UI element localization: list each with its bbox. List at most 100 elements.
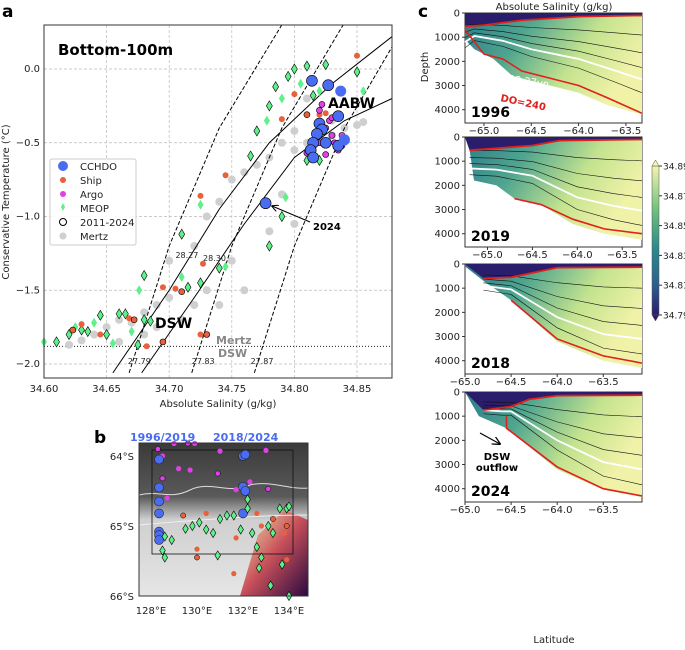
- isopycnal-28-27-line: [483, 284, 643, 340]
- isopycnal-label: 27.87: [251, 357, 274, 366]
- depth-tick-label: 1000: [435, 33, 460, 44]
- cchdo-point: [322, 79, 335, 92]
- map-meop-point: [265, 520, 272, 532]
- map-meop-point: [285, 501, 293, 512]
- depth-tick-label: 3000: [435, 332, 460, 343]
- depth-tick-label: 0: [454, 133, 460, 144]
- map-meop-point: [269, 527, 277, 539]
- meop-point: [197, 199, 204, 210]
- lat-tick-label: −65.0: [472, 250, 503, 261]
- depth-tick-label: 0: [454, 260, 460, 271]
- isopycnal-contour: [483, 413, 643, 486]
- meop-point: [222, 261, 229, 272]
- x-tick-label: 34.70: [155, 384, 184, 395]
- map-x-tick-label: 130°E: [182, 606, 212, 617]
- do-240-line: [514, 197, 643, 235]
- map-y-tick-label: 64°S: [110, 452, 134, 463]
- dsw-outflow-label: DSW outflow: [476, 452, 518, 474]
- do-240-surface-line: [464, 14, 643, 28]
- isopycnal-contour: [469, 163, 643, 198]
- meop-point: [297, 78, 304, 89]
- argo-point: [318, 101, 326, 108]
- depth-tick-label: 3000: [435, 460, 460, 471]
- surface-fresh-layer: [465, 264, 642, 279]
- mertz-point: [202, 212, 211, 221]
- meop-point: [197, 277, 204, 289]
- mertz-point: [277, 138, 286, 147]
- legend-label: Ship: [80, 176, 102, 187]
- legend-marker-mertz: [59, 232, 67, 240]
- meop-point: [266, 240, 273, 252]
- map-meop-point: [161, 552, 168, 563]
- map-coastline: [138, 514, 309, 526]
- meop-point: [266, 100, 273, 112]
- isopycnal-contour: [464, 23, 643, 36]
- map-meop-point: [249, 527, 256, 539]
- map-meop-point: [182, 523, 189, 534]
- mertz-point: [353, 121, 361, 130]
- ship-point: [126, 315, 133, 322]
- do-240-surface-line: [483, 266, 643, 280]
- colorbar-tick-label: 34.85: [663, 222, 685, 232]
- section-year-label: 1996: [471, 105, 510, 121]
- map-meop-point: [278, 559, 286, 570]
- ship-point: [78, 321, 85, 328]
- meop-point: [272, 81, 279, 93]
- mertz-point: [115, 337, 124, 346]
- argo-point: [328, 132, 336, 139]
- mertz-point: [290, 126, 299, 135]
- lat-tick-label: −63.5: [611, 126, 642, 137]
- map-y-tick-label: 65°S: [110, 522, 134, 533]
- meop-point: [303, 60, 311, 72]
- mertz-point: [165, 256, 174, 265]
- meop-point: [263, 115, 270, 126]
- meop-point: [247, 150, 254, 162]
- cchdo-point: [319, 136, 332, 149]
- map-meop-point: [209, 527, 217, 539]
- meop-point: [96, 309, 104, 321]
- meop-point: [178, 271, 185, 282]
- ship-point: [97, 331, 104, 338]
- mertz-point: [240, 286, 249, 295]
- meop-point: [284, 70, 292, 82]
- ship-point: [178, 288, 186, 296]
- isopycnal-line: [253, 46, 393, 374]
- map-ship-point: [270, 516, 276, 522]
- legend-label: CCHDO: [80, 162, 117, 173]
- meop-point: [282, 192, 289, 203]
- legend-label: Mertz: [80, 232, 108, 243]
- map-meop-point: [161, 531, 168, 542]
- label-mertz: Mertz: [216, 334, 252, 347]
- lat-tick-label: −64.0: [562, 250, 593, 261]
- legend-label: MEOP: [80, 204, 109, 215]
- map-meop-point: [196, 517, 203, 528]
- depth-tick-label: 0: [454, 388, 460, 399]
- map-meop-point: [244, 503, 251, 514]
- mertz-point: [65, 340, 74, 349]
- map-meop-point: [230, 510, 237, 521]
- map-cchdo-point: [240, 486, 251, 496]
- meop-point: [360, 86, 367, 97]
- mertz-point: [190, 301, 199, 309]
- dsw-outflow-arrow: [479, 432, 500, 444]
- map-points: [154, 440, 293, 602]
- map-ship-point: [231, 571, 237, 577]
- meop-point: [147, 315, 154, 327]
- lat-tick-label: −64.5: [496, 505, 527, 516]
- section-y-label: Depth: [420, 52, 431, 82]
- legend-marker-ship: [60, 177, 66, 183]
- ship-point: [203, 331, 211, 338]
- isopycnal-contour: [464, 40, 643, 94]
- section-2024: 0 1000 2000 3000 4000 −65.0 −64.5 −64.0 −63.5 202…: [435, 388, 643, 516]
- lat-tick-label: −63.5: [607, 250, 638, 261]
- depth-tick-label: 4000: [435, 229, 460, 240]
- map-meop-point: [159, 545, 166, 556]
- map-argo-point: [187, 467, 193, 473]
- lat-tick-label: −64.0: [563, 126, 594, 137]
- meop-point: [140, 269, 148, 282]
- ship-point: [222, 172, 229, 179]
- map-cchdo-point: [154, 454, 164, 465]
- ship-point: [303, 111, 311, 119]
- isopycnal-contour: [483, 274, 643, 289]
